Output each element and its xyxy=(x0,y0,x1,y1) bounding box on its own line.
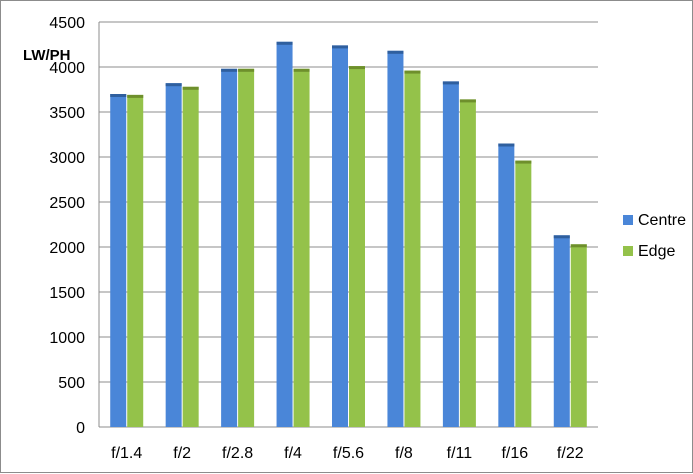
bar-centre-f/2 xyxy=(165,83,182,427)
y-axis-label: LW/PH xyxy=(23,47,71,64)
bar-cap xyxy=(221,68,238,72)
bar-edge-f/1.4 xyxy=(127,94,144,428)
x-tick-label: f/2 xyxy=(173,445,191,462)
x-tick-label: f/8 xyxy=(395,445,413,462)
bar-cap xyxy=(498,143,515,147)
x-tick-label: f/11 xyxy=(447,445,473,462)
y-tick-label: 2000 xyxy=(49,240,85,257)
bar-cap xyxy=(332,45,348,49)
bar-cap xyxy=(276,41,293,45)
bar-cap xyxy=(387,50,404,54)
bar-cap xyxy=(110,94,127,97)
y-tick-label: 500 xyxy=(58,375,85,392)
bar-cap xyxy=(570,244,587,248)
y-tick-label: 4500 xyxy=(49,15,85,32)
bar-cap xyxy=(349,66,365,70)
bar-cap xyxy=(293,68,310,72)
x-axis-ticks: f/1.4 f/2 f/2.8 f/4 f/5.6 f/8 f/11 f/16 f/22 xyxy=(111,445,584,462)
x-tick-label: f/2.8 xyxy=(222,445,253,462)
bar-edge-f/22 xyxy=(570,244,587,427)
y-tick-label: 2500 xyxy=(49,195,85,212)
bar-centre-f/16 xyxy=(498,143,515,427)
gridlines xyxy=(98,21,598,428)
x-tick-label: f/5.6 xyxy=(333,445,364,462)
legend-label-edge: Edge xyxy=(638,243,675,260)
legend-label-centre: Centre xyxy=(638,212,686,229)
bar-centre-f/2.8 xyxy=(221,68,238,428)
y-axis-ticks: 0 500 1000 1500 2000 2500 3000 3500 4000 4500 xyxy=(49,15,85,437)
y-tick-label: 3000 xyxy=(49,150,85,167)
bar-cap xyxy=(515,160,532,164)
legend-swatch-edge xyxy=(623,246,633,256)
bar-cap xyxy=(459,99,476,103)
bar-cap xyxy=(553,235,570,239)
bar-cap xyxy=(182,86,199,90)
bar-centre-f/5.6 xyxy=(332,45,348,428)
bar-cap xyxy=(238,68,255,72)
bar-edge-f/4 xyxy=(293,68,310,428)
y-tick-label: 0 xyxy=(76,420,85,437)
x-tick-label: f/4 xyxy=(284,445,302,462)
bar-centre-f/1.4 xyxy=(110,94,127,427)
x-tick-label: f/16 xyxy=(501,445,528,462)
y-tick-label: 1000 xyxy=(49,330,85,347)
bar-edge-f/16 xyxy=(515,160,532,427)
bar-centre-f/4 xyxy=(276,41,293,428)
bars xyxy=(110,41,587,428)
bar-edge-f/2 xyxy=(182,86,199,428)
bar-cap xyxy=(442,81,459,85)
y-tick-label: 4000 xyxy=(49,60,85,77)
y-tick-label: 1500 xyxy=(49,285,85,302)
bar-edge-f/11 xyxy=(459,99,476,428)
x-tick-label: f/22 xyxy=(557,445,584,462)
bar-centre-f/8 xyxy=(387,50,404,428)
bar-cap xyxy=(404,70,421,74)
bar-edge-f/5.6 xyxy=(349,66,365,427)
x-tick-label: f/1.4 xyxy=(111,445,142,462)
bar-cap xyxy=(165,83,182,87)
bar-edge-f/2.8 xyxy=(238,68,255,428)
y-tick-label: 3500 xyxy=(49,105,85,122)
bar-cap xyxy=(127,94,144,98)
bar-edge-f/8 xyxy=(404,70,421,427)
bar-centre-f/22 xyxy=(553,235,570,427)
legend-swatch-centre xyxy=(623,215,633,225)
bar-centre-f/11 xyxy=(442,81,459,428)
legend: Centre Edge xyxy=(623,212,686,260)
